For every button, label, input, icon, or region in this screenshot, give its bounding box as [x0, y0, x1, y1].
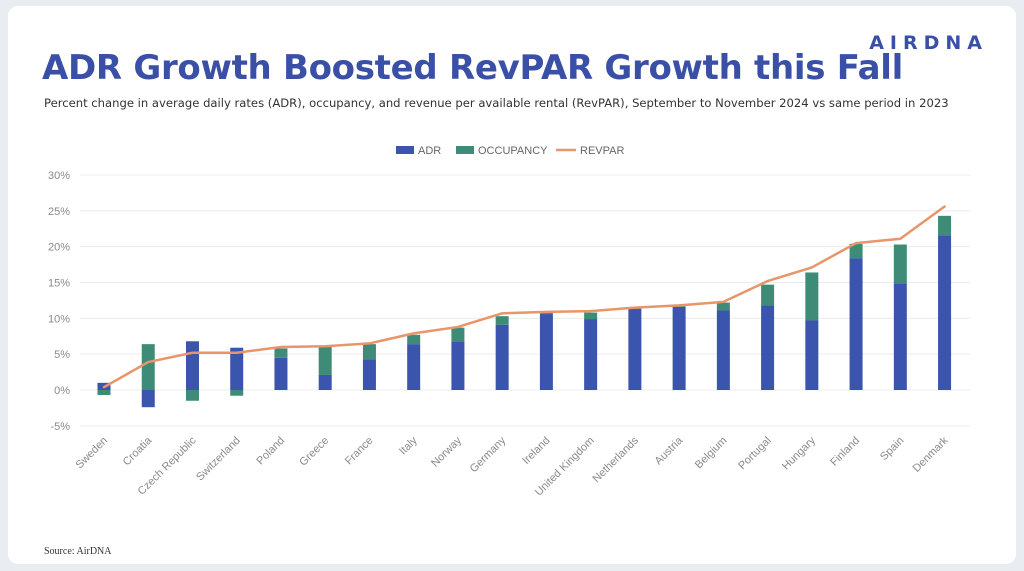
legend-swatch	[456, 146, 474, 154]
source-note: Source: AirDNA	[44, 546, 112, 557]
occupancy-bar	[362, 344, 376, 360]
adr-bar	[274, 357, 288, 390]
adr-bar	[938, 235, 952, 390]
occupancy-bar	[141, 344, 155, 390]
adr-bar	[628, 309, 642, 390]
revpar-line	[102, 205, 946, 389]
occupancy-bar	[716, 302, 730, 311]
legend-swatch	[396, 146, 414, 154]
x-tick-label: Hungary	[780, 434, 818, 472]
adr-bar	[318, 374, 332, 390]
adr-bar	[141, 390, 155, 408]
x-tick-label: Sweden	[74, 435, 111, 472]
y-tick-label: -5%	[50, 421, 70, 433]
y-tick-label: 0%	[54, 385, 70, 397]
occupancy-bar	[451, 327, 465, 342]
x-tick-label: Finland	[828, 435, 862, 469]
occupancy-bar	[761, 284, 775, 306]
y-tick-label: 30%	[48, 170, 70, 182]
x-tick-label: Ireland	[520, 435, 552, 467]
x-tick-label: Germany	[468, 434, 509, 475]
page-title: ADR Growth Boosted RevPAR Growth this Fa…	[42, 48, 903, 88]
y-tick-label: 25%	[48, 206, 70, 218]
adr-bar	[893, 283, 907, 390]
x-tick-label: France	[343, 435, 376, 468]
adr-bar	[362, 359, 376, 390]
legend-label: REVPAR	[580, 145, 624, 157]
occupancy-bar	[495, 316, 509, 325]
adr-bar	[761, 305, 775, 390]
occupancy-bar	[849, 243, 863, 259]
occupancy-bar	[274, 348, 288, 358]
y-tick-label: 10%	[48, 313, 70, 325]
adr-bar	[584, 319, 598, 390]
adr-bar	[539, 314, 553, 390]
x-tick-label: Netherlands	[591, 434, 642, 485]
airdna-logo: AIRDNA	[869, 32, 988, 54]
occupancy-bar	[318, 347, 332, 375]
x-tick-label: Switzerland	[194, 435, 243, 484]
occupancy-bar	[185, 390, 199, 401]
y-tick-label: 5%	[54, 349, 70, 361]
occupancy-bar	[407, 334, 421, 345]
occupancy-bar	[230, 390, 244, 396]
x-tick-label: Denmark	[911, 434, 951, 474]
occupancy-bar	[938, 215, 952, 236]
legend-label: OCCUPANCY	[478, 145, 548, 157]
occupancy-bar	[584, 312, 598, 320]
x-tick-label: Spain	[878, 435, 906, 463]
adr-bar	[716, 310, 730, 390]
x-tick-label: Austria	[653, 434, 686, 467]
occupancy-bar	[805, 272, 819, 321]
y-tick-label: 15%	[48, 278, 70, 290]
legend-label: ADR	[418, 145, 441, 157]
y-tick-label: 20%	[48, 242, 70, 254]
adr-bar	[849, 258, 863, 390]
adr-bar	[185, 341, 199, 390]
chart-card: AIRDNA ADR Growth Boosted RevPAR Growth …	[8, 6, 1016, 564]
chart-subtitle: Percent change in average daily rates (A…	[44, 96, 949, 110]
x-tick-label: Greece	[297, 435, 331, 469]
adr-bar	[672, 306, 686, 390]
x-tick-label: Portugal	[736, 435, 773, 472]
adr-bar	[495, 324, 509, 390]
adr-bar	[805, 320, 819, 390]
x-tick-label: Poland	[254, 435, 287, 468]
x-tick-label: Norway	[429, 434, 464, 469]
occupancy-bar	[97, 390, 111, 396]
x-tick-label: Italy	[397, 434, 420, 457]
x-tick-label: Croatia	[121, 434, 155, 468]
x-tick-label: Belgium	[693, 435, 730, 472]
adr-bar	[230, 347, 244, 390]
occupancy-bar	[893, 244, 907, 284]
adr-bar	[407, 344, 421, 390]
adr-bar	[451, 341, 465, 390]
